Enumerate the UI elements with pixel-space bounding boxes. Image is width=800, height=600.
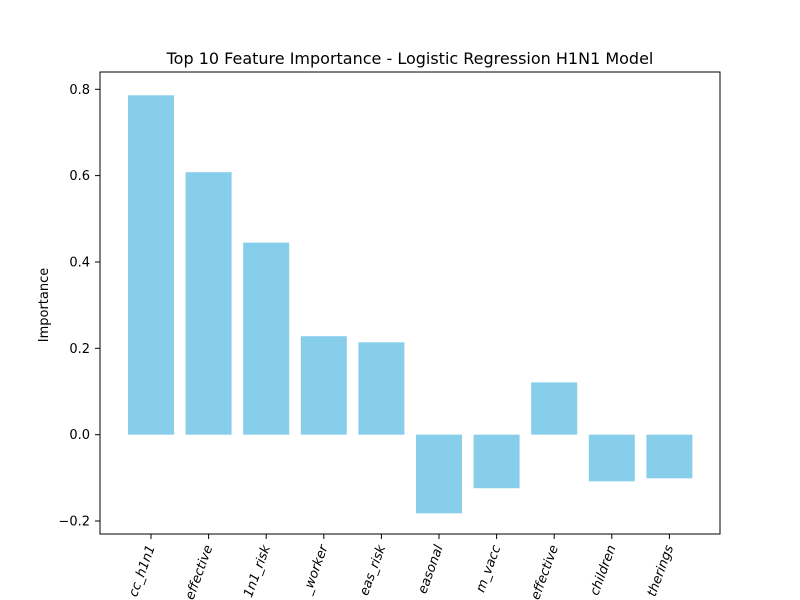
x-tick-label: eas_risk [357, 543, 389, 598]
y-tick-label: 0.2 [69, 342, 90, 357]
bar [473, 434, 520, 489]
bar [128, 95, 174, 435]
x-tick-label: effective [528, 543, 562, 600]
bar [531, 382, 578, 435]
bar [358, 342, 405, 435]
y-tick-label: 0.0 [69, 428, 90, 443]
bars-group [128, 95, 693, 514]
x-tick-label: _worker [300, 542, 333, 598]
bar [185, 172, 232, 435]
chart-title: Top 10 Feature Importance - Logistic Reg… [166, 49, 654, 68]
y-tick-label: 0.6 [69, 169, 90, 184]
x-axis: cc_h1n1 effective 1n1_risk _worker eas_risk e… [126, 534, 677, 600]
x-tick-label: 1n1_risk [241, 543, 274, 600]
bar [416, 434, 462, 514]
bar [243, 242, 290, 435]
y-tick-label: 0.4 [69, 256, 90, 271]
x-tick-label: children [588, 543, 620, 597]
bar [646, 434, 693, 479]
y-axis-label: Importance [37, 268, 52, 343]
x-tick-label: effective [183, 543, 217, 600]
x-tick-label: therings [645, 543, 677, 599]
bar [300, 336, 347, 435]
plot-area-frame [99, 71, 721, 535]
x-tick-label: cc_h1n1 [126, 543, 159, 599]
bar [588, 434, 635, 482]
x-tick-label: m_vacc [473, 543, 504, 594]
y-tick-label: −0.2 [58, 515, 90, 530]
x-tick-label: easonal [415, 543, 447, 596]
y-tick-label: 0.8 [69, 83, 90, 98]
y-axis: −0.2 0.0 0.2 0.4 0.6 0.8 [58, 83, 100, 530]
